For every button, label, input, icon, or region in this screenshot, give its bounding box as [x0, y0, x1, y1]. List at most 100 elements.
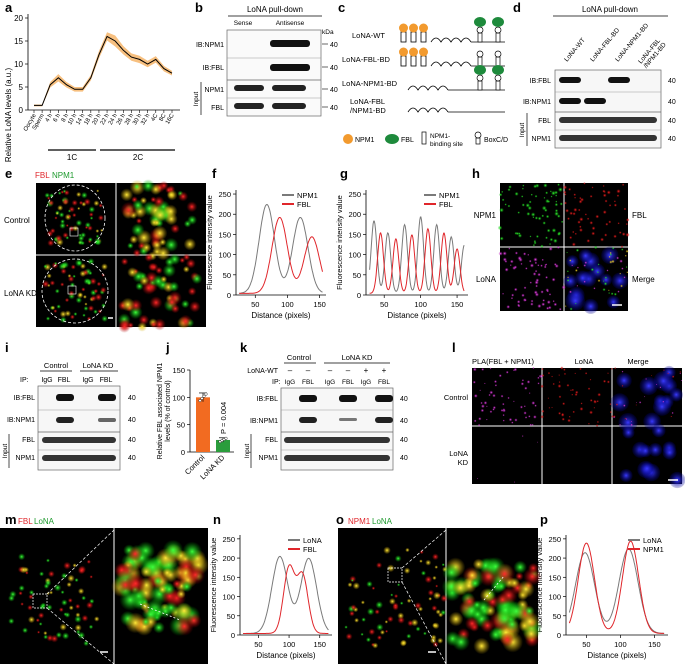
g-xtick-label: 150: [451, 300, 464, 309]
a-xtick-label: 20 h: [92, 113, 103, 126]
f-xlabel: Distance (pixels): [251, 311, 310, 320]
j-ylabel: Relative FBL associated NPM1levels (% of…: [157, 363, 172, 460]
a-ylabel: Relative LoNA levels (a.u.): [4, 68, 13, 163]
n-xtick-label: 50: [254, 640, 262, 649]
k-col: FBL: [302, 379, 314, 386]
g-legend-fbl: FBL: [439, 200, 453, 209]
h-label-lona: LoNA: [476, 275, 497, 284]
k-mw: 40: [400, 437, 408, 444]
i-mw: 40: [128, 417, 136, 424]
k-sign: –: [288, 366, 293, 375]
e-label-npm1: NPM1: [52, 171, 75, 180]
f-ytick-label: 250: [218, 190, 231, 199]
p-legend-npm1: NPM1: [643, 545, 664, 554]
p-ytick-label: 250: [548, 535, 561, 544]
d-mw: 40: [668, 78, 676, 85]
g-ytick-label: 150: [348, 230, 361, 239]
m-label-fbl: FBL: [18, 517, 33, 526]
c-construct-row: [399, 17, 505, 43]
g-ytick-label: 0: [357, 291, 361, 300]
n-ytick-label: 100: [222, 593, 235, 602]
f-ytick-label: 50: [223, 271, 231, 280]
j-point: [202, 394, 206, 398]
c-legend-npm1: NPM1: [355, 137, 375, 144]
a-xtick-label: 28 h: [124, 113, 135, 126]
i-row-fbl: FBL: [22, 437, 35, 444]
a-xtick-label: 30 h: [132, 113, 143, 126]
n-series-fbl: [243, 564, 329, 634]
p-xtick-label: 150: [648, 640, 661, 649]
j-point: [200, 396, 204, 400]
l-col-pla: PLA(FBL + NPM1): [472, 357, 535, 366]
k-col: IgG: [285, 379, 295, 386]
k-group-lona-kd: LoNA KD: [342, 353, 373, 362]
b-mw: 40: [330, 105, 338, 112]
c-construct-row: [407, 107, 505, 113]
f-legend-fbl: FBL: [297, 200, 311, 209]
a-ytick-label: 20: [14, 14, 23, 23]
b-row-fbl: FBL: [211, 105, 224, 112]
i-mw: 40: [128, 437, 136, 444]
b-col-sense: Sense: [234, 20, 253, 27]
panel-e-microscopy: FBL NPM1 Control LoNA KD: [4, 171, 206, 333]
c-legend-fbl: FBL: [401, 137, 414, 144]
n-ylabel: Fluorescence intensity value: [209, 538, 218, 633]
o-label-lona: LoNA: [372, 517, 393, 526]
d-mw: 40: [668, 99, 676, 106]
k-row-ib-fbl: IB:FBL: [257, 396, 279, 403]
i-row-ib-npm1: IB:NPM1: [7, 417, 35, 424]
i-input: Input: [2, 444, 9, 459]
panel-letter-n: n: [213, 512, 221, 527]
a-ytick-label: 0: [19, 106, 24, 115]
h-label-npm1: NPM1: [474, 211, 497, 220]
i-row-npm1: NPM1: [16, 455, 36, 462]
panel-letter-i: i: [5, 340, 9, 355]
k-sign: –: [306, 366, 311, 375]
p-ylabel: Fluorescence intensity value: [535, 538, 544, 633]
i-row-ib-fbl: IB:FBL: [14, 395, 36, 402]
k-group-control: Control: [287, 353, 312, 362]
f-series-fbl: [239, 217, 323, 294]
panel-letter-a: a: [5, 0, 13, 15]
i-col: IgG: [82, 377, 93, 384]
d-row-fbl: FBL: [538, 118, 551, 125]
panel-letter-h: h: [472, 166, 480, 181]
panel-m-microscopy: FBL LoNA: [0, 517, 209, 664]
g-ytick-label: 250: [348, 190, 361, 199]
b-row-ib-fbl: IB:FBL: [203, 65, 225, 72]
j-point: [198, 399, 202, 403]
i-ip: IP:: [20, 377, 29, 384]
d-col-fbl-npm1-bd: LoNA-FBL/NPM1-BD: [637, 37, 668, 70]
p-legend-lona: LoNA: [643, 536, 662, 545]
a-sem-band: [34, 32, 172, 107]
n-xlabel: Distance (pixels): [256, 651, 315, 660]
j-point: [204, 392, 208, 396]
f-ytick-label: 0: [227, 291, 231, 300]
p-xlabel: Distance (pixels): [587, 651, 646, 660]
d-col-wt: LoNA-WT: [563, 37, 587, 63]
a-xtick-label: 16C: [165, 112, 176, 125]
c-construct-row: [399, 47, 505, 67]
b-col-antisense: Antisense: [276, 20, 305, 27]
a-mean-line: [34, 35, 173, 106]
panel-letter-j: j: [165, 340, 170, 355]
n-xtick-label: 100: [283, 640, 296, 649]
g-line-chart: 0 50 100 150 200 250 50 100 150 Distance (pixels)…: [335, 190, 468, 320]
f-ylabel: Fluorescence intensity value: [205, 195, 214, 290]
c-construct-fbl-npm1-bd-line1: LoNA-FBL: [350, 97, 385, 106]
f-legend-npm1: NPM1: [297, 191, 318, 200]
k-row-npm1: NPM1: [259, 455, 279, 462]
e-row-lona-kd: LoNA KD: [4, 289, 37, 298]
k-col: IgG: [325, 379, 335, 386]
i-col: FBL: [58, 377, 71, 384]
g-ytick-label: 100: [348, 251, 361, 260]
panel-letter-m: m: [5, 512, 17, 527]
panel-l-microscopy: PLA(FBL + NPM1) LoNA Merge Control LoNA …: [444, 357, 685, 489]
k-sign: +: [382, 366, 387, 375]
p-ytick-label: 200: [548, 554, 561, 563]
n-ytick-label: 50: [227, 612, 235, 621]
